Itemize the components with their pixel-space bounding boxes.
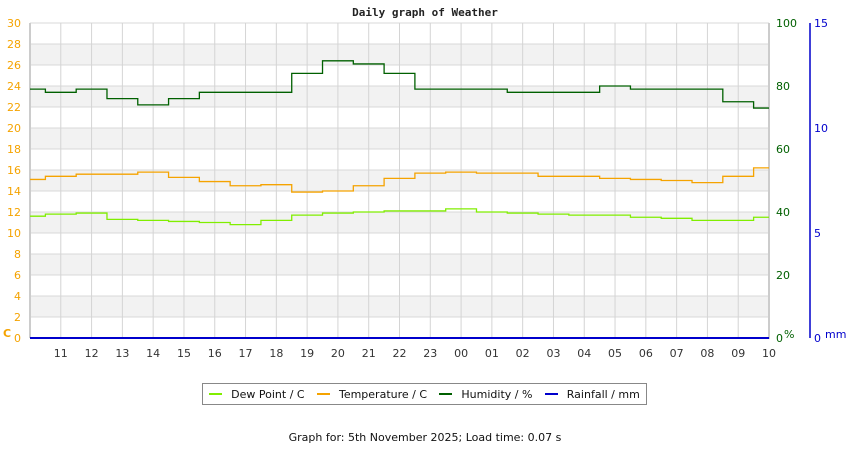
- humidity-swatch-icon: [439, 393, 453, 395]
- legend-label: Rainfall / mm: [566, 387, 640, 401]
- left-axis-tick: 14: [7, 185, 21, 198]
- left-axis-tick: 28: [7, 38, 21, 51]
- left-axis-tick: 18: [7, 143, 21, 156]
- x-axis-tick: 14: [146, 347, 160, 360]
- left-axis-tick: 20: [7, 122, 21, 135]
- x-axis-tick: 08: [700, 347, 714, 360]
- x-axis-tick: 18: [269, 347, 283, 360]
- x-axis-tick: 09: [731, 347, 745, 360]
- x-axis-tick: 00: [454, 347, 468, 360]
- x-axis-tick: 22: [393, 347, 407, 360]
- left-axis-tick: 6: [14, 269, 21, 282]
- left-axis-tick: 24: [7, 80, 21, 93]
- legend-item-rainfall: Rainfall / mm: [544, 387, 640, 401]
- dew-point-line: [30, 208, 769, 226]
- rainfall-swatch-icon: [544, 393, 558, 395]
- x-axis-tick: 10: [762, 347, 776, 360]
- legend-label: Humidity / %: [461, 387, 533, 401]
- left-axis-tick: 22: [7, 101, 21, 114]
- graph-footer: Graph for: 5th November 2025; Load time:…: [288, 431, 562, 444]
- right-axis-tick: 40: [776, 206, 790, 219]
- temperature-swatch-icon: [316, 393, 330, 395]
- rain-axis-tick: 5: [814, 227, 821, 240]
- right-axis-tick: 20: [776, 269, 790, 282]
- rain-axis-tick: 15: [814, 17, 828, 30]
- x-axis-tick: 16: [208, 347, 222, 360]
- left-axis-tick: 12: [7, 206, 21, 219]
- x-axis-tick: 01: [485, 347, 499, 360]
- left-axis-tick: 4: [14, 290, 21, 303]
- x-axis-tick: 06: [639, 347, 653, 360]
- left-axis-tick: 2: [14, 311, 21, 324]
- x-axis-tick: 15: [177, 347, 191, 360]
- right-axis-tick: 0: [776, 332, 783, 345]
- x-axis-tick: 11: [54, 347, 68, 360]
- temperature-line: [30, 167, 769, 193]
- left-axis-tick: 26: [7, 59, 21, 72]
- chart-title: Daily graph of Weather: [352, 6, 498, 19]
- legend-item-temperature: Temperature / C: [316, 387, 428, 401]
- humidity-line: [30, 60, 769, 109]
- left-axis-tick: 8: [14, 248, 21, 261]
- x-axis-tick: 12: [85, 347, 99, 360]
- x-axis-tick: 04: [577, 347, 591, 360]
- x-axis-tick: 05: [608, 347, 622, 360]
- rain-axis-unit: mm: [825, 328, 846, 341]
- right-axis-tick: 80: [776, 80, 790, 93]
- rain-axis-tick: 10: [814, 122, 828, 135]
- legend-item-humidity: Humidity / %: [439, 388, 532, 401]
- x-axis-tick: 02: [516, 347, 530, 360]
- left-axis-tick: 10: [7, 227, 21, 240]
- right-axis-unit: %: [784, 328, 794, 341]
- legend-item-dew-point: Dew Point / C: [209, 387, 305, 401]
- left-axis-unit: C: [3, 327, 11, 340]
- rain-axis-tick: 0: [814, 332, 821, 345]
- x-axis-tick: 07: [670, 347, 684, 360]
- x-axis-tick: 20: [331, 347, 345, 360]
- x-axis-tick: 03: [546, 347, 560, 360]
- left-axis-tick: 16: [7, 164, 21, 177]
- right-axis-tick: 100: [776, 17, 797, 30]
- x-axis-tick: 13: [115, 347, 129, 360]
- x-axis-tick: 17: [239, 347, 253, 360]
- dew-point-swatch-icon: [209, 393, 223, 395]
- x-axis-tick: 21: [362, 347, 376, 360]
- left-axis-tick: 0: [14, 332, 21, 345]
- right-axis-tick: 60: [776, 143, 790, 156]
- x-axis-tick: 23: [423, 347, 437, 360]
- legend-label: Dew Point / C: [231, 387, 305, 401]
- legend-label: Temperature / C: [338, 387, 428, 401]
- left-axis-tick: 30: [7, 17, 21, 30]
- x-axis-tick: 19: [300, 347, 314, 360]
- chart-legend: Dew Point / C Temperature / C Humidity /…: [202, 383, 647, 405]
